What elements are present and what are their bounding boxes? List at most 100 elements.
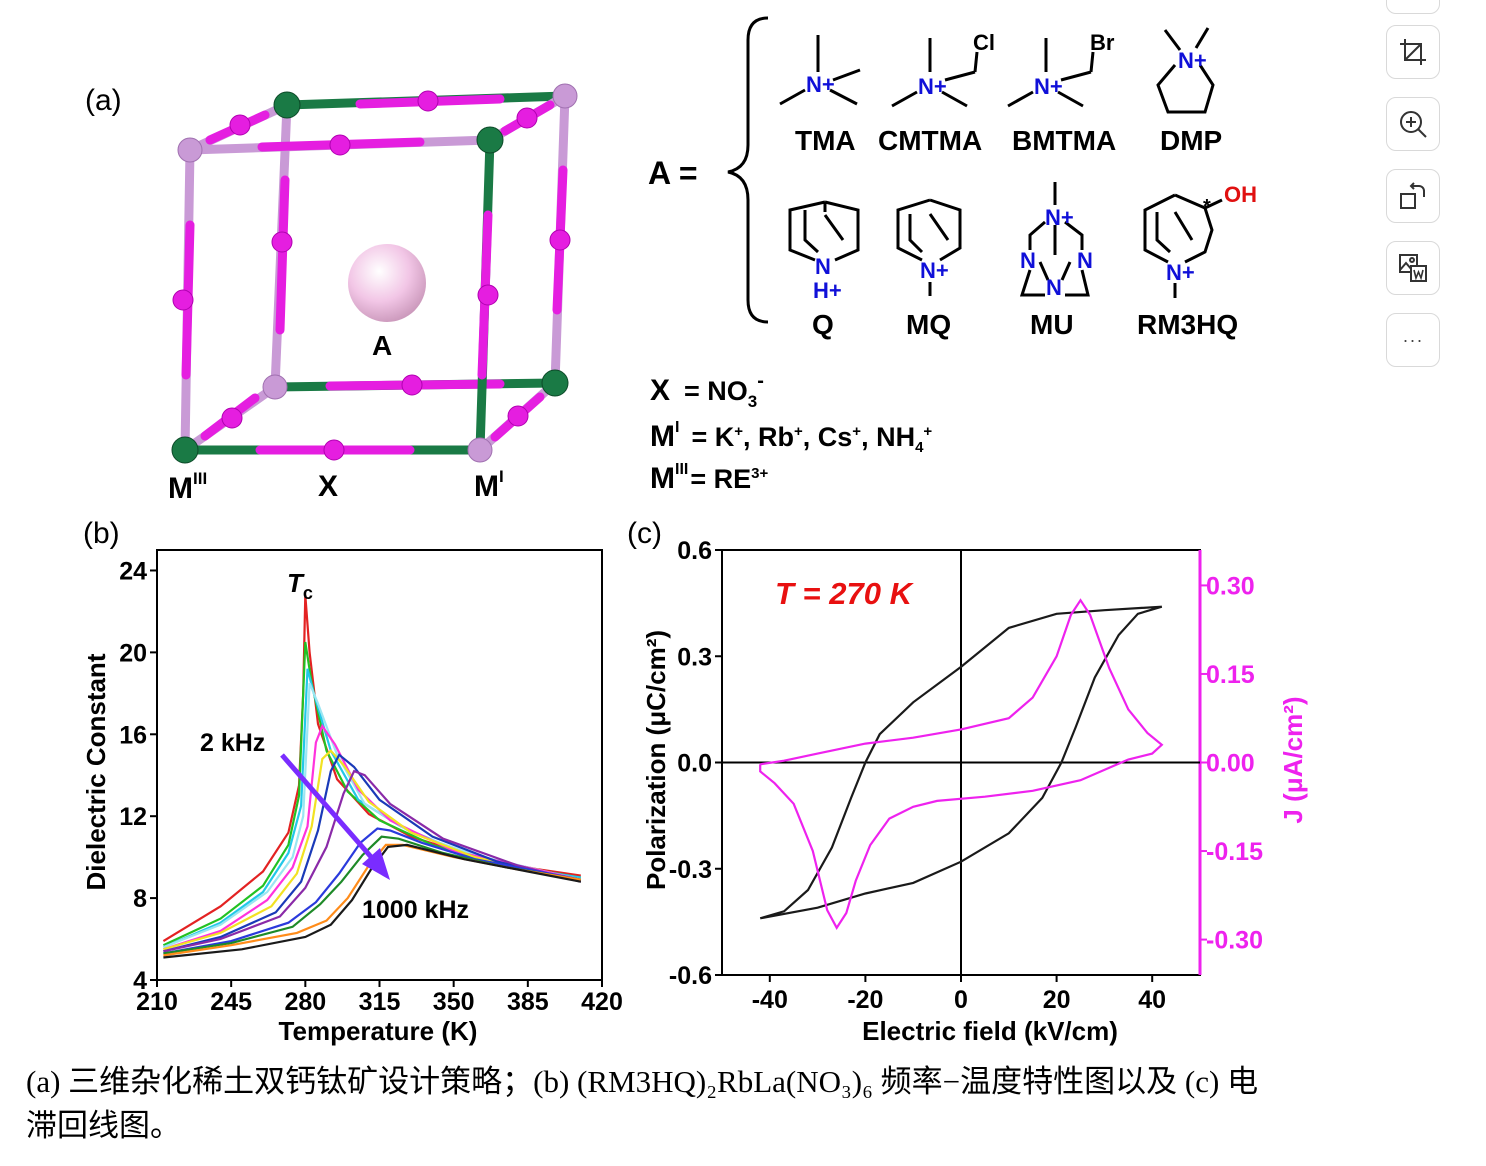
chart-c-xtick-label: -20 xyxy=(847,986,883,1014)
chart-c-ylabel: Polarization (μC/cm²) xyxy=(641,630,671,890)
chart-b-xtick-label: 420 xyxy=(581,988,623,1016)
svg-text:N: N xyxy=(1020,248,1036,273)
chart-c-ticks: -40 -20 0 20 40 -0.6 -0.3 0.0 0.3 0.6 -0.30 -0.15 0.… xyxy=(669,537,1263,1014)
cation-name: Q xyxy=(812,309,834,340)
chart-c-y2tick-label: -0.30 xyxy=(1206,927,1263,955)
panel-a: (a) xyxy=(85,16,1257,505)
chart-b-xtick-label: 350 xyxy=(433,988,475,1016)
rotate-button[interactable] xyxy=(1386,169,1440,223)
m1-definition: MI = K+, Rb+, Cs+, NH4+ xyxy=(650,419,932,456)
panel-b: (b) 210 245 280 315 350 385 420 4 8 12 16 20 24 Temp… xyxy=(81,517,623,1046)
chart-b-low-freq-label: 2 kHz xyxy=(200,729,265,757)
chart-b-ytick-label: 20 xyxy=(119,639,147,667)
svg-text:Br: Br xyxy=(1090,30,1115,55)
chart-c-xtick-label: 20 xyxy=(1043,986,1071,1014)
chart-c-xtick-label: 40 xyxy=(1138,986,1166,1014)
caption-line-1: (a) 三维杂化稀土双钙钛矿设计策略；(b) (RM3HQ)₂RbLa(NO₃)… xyxy=(26,1064,1259,1099)
chart-c-series-line-0 xyxy=(759,605,1163,920)
chart-b-ytick-label: 12 xyxy=(119,803,147,831)
toolbar-partial-button[interactable] xyxy=(1386,0,1440,14)
chart-b-tc-label: Tc xyxy=(287,568,313,603)
chart-b-ytick-label: 4 xyxy=(133,967,147,995)
chart-b-ticks: 210 245 280 315 350 385 420 4 8 12 16 20 24 xyxy=(119,557,623,1016)
cation-name: DMP xyxy=(1160,125,1222,156)
chart-b-ytick-label: 24 xyxy=(119,557,147,585)
chart-b-high-freq-label: 1000 kHz xyxy=(362,896,469,924)
svg-text:H+: H+ xyxy=(813,278,842,303)
chart-c-y2tick-label: 0.30 xyxy=(1206,572,1255,600)
cation-name: CMTMA xyxy=(878,125,982,156)
crop-icon xyxy=(1400,39,1426,65)
chart-c-ytick-label: -0.6 xyxy=(669,962,712,990)
cation-name: TMA xyxy=(795,125,856,156)
a-site-sphere xyxy=(348,244,426,322)
rotate-icon xyxy=(1400,182,1425,209)
chart-c-temperature-annotation: T = 270 K xyxy=(775,576,915,611)
chart-b-xlabel: Temperature (K) xyxy=(279,1016,478,1046)
chart-b-xtick-label: 245 xyxy=(210,988,252,1016)
svg-text:N+: N+ xyxy=(1034,74,1063,99)
svg-text:N: N xyxy=(1046,275,1062,300)
site-definitions: X = NO3- MI = K+, Rb+, Cs+, NH4+ MIII= RE3… xyxy=(650,370,932,495)
chart-c-y2label: J (μA/cm²) xyxy=(1278,696,1308,823)
panel-c-label: (c) xyxy=(627,517,662,550)
figure-caption: (a) 三维杂化稀土双钙钛矿设计策略；(b) (RM3HQ)₂RbLa(NO₃)… xyxy=(26,1060,1376,1148)
chart-b-series-line-0 xyxy=(162,594,581,943)
chart-c-ytick-label: 0.3 xyxy=(677,643,712,671)
chart-c-series xyxy=(722,550,1200,975)
svg-text:N: N xyxy=(1077,248,1093,273)
svg-text:N: N xyxy=(815,254,831,279)
image-to-word-icon xyxy=(1399,254,1427,282)
chart-b-series-line-7 xyxy=(163,769,582,953)
chart-b-xtick-label: 385 xyxy=(507,988,549,1016)
chart-c-xtick-label: -40 xyxy=(752,986,788,1014)
zoom-in-button[interactable] xyxy=(1386,97,1440,151)
crop-button[interactable] xyxy=(1386,25,1440,79)
panel-a-label: (a) xyxy=(85,84,122,117)
chart-b-series-line-8 xyxy=(163,827,582,955)
chart-c-xlabel: Electric field (kV/cm) xyxy=(862,1016,1118,1046)
svg-text:N+: N+ xyxy=(1166,260,1195,285)
chart-c-ytick-label: 0.6 xyxy=(677,537,712,565)
svg-text:N+: N+ xyxy=(918,74,947,99)
site-label-x: X xyxy=(318,470,338,503)
chart-b-frequency-arrow xyxy=(280,753,390,880)
svg-text:Cl: Cl xyxy=(973,30,995,55)
chart-c-y2tick-label: 0.15 xyxy=(1206,661,1255,689)
svg-text:N+: N+ xyxy=(920,258,949,283)
cation-name: MQ xyxy=(906,309,951,340)
chart-c-y2tick-label: -0.15 xyxy=(1206,838,1263,866)
svg-text:N+: N+ xyxy=(806,72,835,97)
more-button[interactable]: ··· xyxy=(1386,313,1440,367)
cation-structures xyxy=(779,27,1223,298)
chart-b-series-line-11 xyxy=(163,843,582,959)
site-label-m1: MI xyxy=(474,467,504,503)
site-label-a: A xyxy=(372,330,392,361)
chart-b-series-line-5 xyxy=(163,749,582,951)
cation-names: TMA CMTMA BMTMA DMP Q MQ MU RM3HQ xyxy=(795,125,1238,340)
figure: (a) xyxy=(81,16,1308,1046)
chart-b-series-line-6 xyxy=(163,753,582,953)
panel-c: (c) -40 -20 0 20 40 -0.6 -0.3 0.0 0.3 0.6 -0.30 -0.… xyxy=(627,517,1308,1046)
panel-b-label: (b) xyxy=(83,517,120,550)
image-to-word-button[interactable] xyxy=(1386,241,1440,295)
m3-definition: MIII= RE3+ xyxy=(650,461,768,495)
cation-atom-labels: N+ N+ Cl N+ Br N+ N H+ N+ N+ N N N N+ OH… xyxy=(806,30,1257,303)
zoom-in-icon xyxy=(1400,111,1427,138)
svg-text:OH: OH xyxy=(1224,182,1257,207)
svg-text:N+: N+ xyxy=(1178,48,1207,73)
a-equals: A = xyxy=(648,155,698,191)
perovskite-cell xyxy=(171,83,578,464)
x-definition: X = NO3- xyxy=(650,370,764,411)
chart-b-xtick-label: 315 xyxy=(359,988,401,1016)
more-icon: ··· xyxy=(1402,329,1424,350)
chart-c-ytick-label: 0.0 xyxy=(677,750,712,778)
cation-name: BMTMA xyxy=(1012,125,1116,156)
chart-b-series-line-9 xyxy=(163,835,581,955)
svg-text:*: * xyxy=(1203,196,1211,218)
chart-c-xtick-label: 0 xyxy=(954,986,968,1014)
caption-line-2: 滞回线图。 xyxy=(26,1108,181,1143)
brace xyxy=(727,16,769,324)
chart-c-ytick-label: -0.3 xyxy=(669,856,712,884)
chart-c-series-line-1 xyxy=(759,598,1164,930)
